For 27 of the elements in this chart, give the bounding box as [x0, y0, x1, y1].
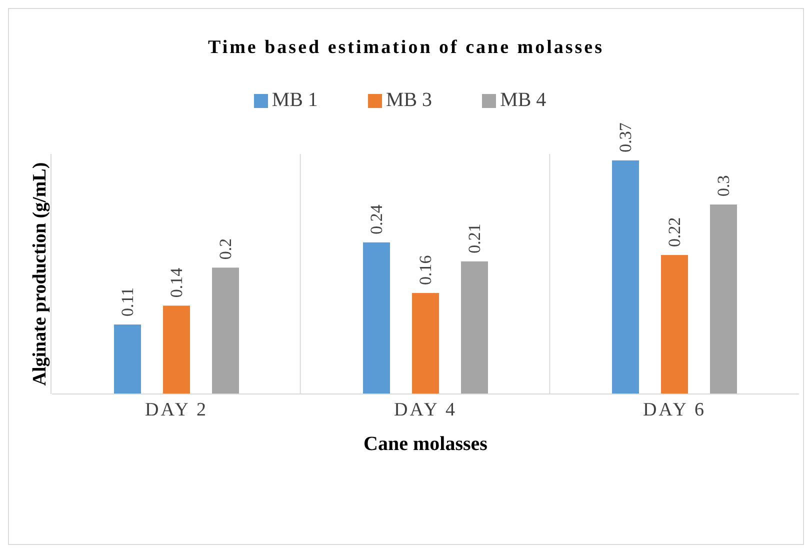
bar	[612, 160, 639, 394]
data-label: 0.16	[416, 255, 435, 285]
bar	[412, 292, 439, 394]
bar	[710, 204, 737, 394]
x-tick-label: DAY 4	[394, 399, 457, 420]
legend-label: MB 1	[272, 89, 318, 111]
x-tick-label: DAY 2	[145, 399, 208, 420]
bar	[163, 306, 190, 394]
x-tick-label: DAY 6	[643, 399, 706, 420]
data-label: 0.3	[714, 175, 733, 197]
legend-label: MB 3	[386, 89, 432, 111]
data-label: 0.21	[465, 224, 484, 254]
data-label: 0.22	[665, 217, 684, 248]
bar	[661, 255, 688, 394]
y-axis-title: Alginate production (g/mL)	[30, 162, 51, 386]
data-label: 0.2	[216, 238, 235, 260]
bar	[461, 261, 488, 394]
x-axis-title: Cane molasses	[364, 433, 488, 455]
bar	[363, 242, 390, 394]
legend-label: MB 4	[500, 89, 546, 111]
data-label: 0.24	[367, 204, 386, 234]
data-label: 0.14	[167, 267, 186, 298]
data-label: 0.11	[118, 287, 137, 317]
bar	[212, 268, 239, 394]
chart-title: Time based estimation of cane molasses	[207, 37, 605, 59]
data-label: 0.37	[616, 122, 635, 152]
bar	[114, 324, 141, 394]
